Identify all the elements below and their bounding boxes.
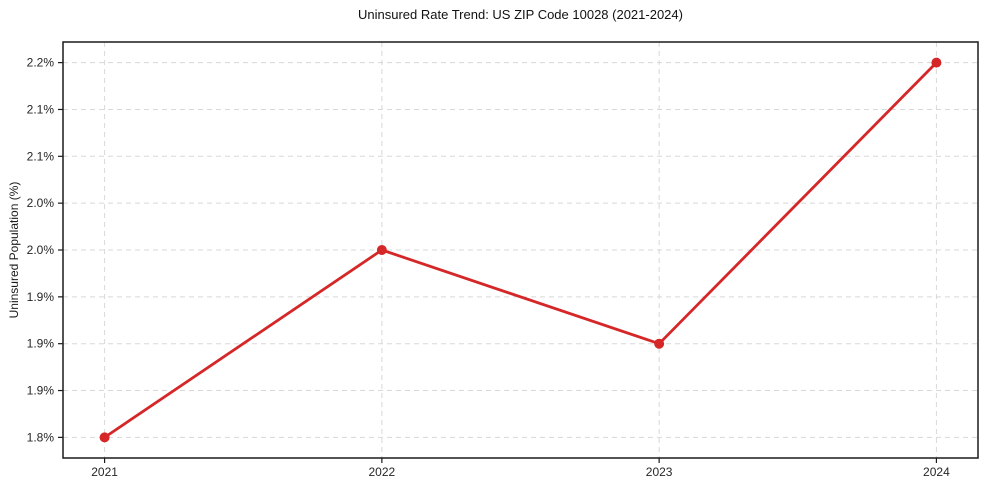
y-tick-label: 2.2% [27, 56, 55, 70]
y-tick-label: 2.0% [27, 196, 55, 210]
y-tick-label: 1.9% [27, 337, 55, 351]
plot-border [62, 41, 979, 459]
tick-marks [58, 62, 938, 463]
y-tick-label: 2.1% [27, 149, 55, 163]
y-tick-label: 2.0% [27, 243, 55, 257]
x-tick-label: 2024 [923, 465, 950, 479]
x-tick-label: 2022 [369, 465, 396, 479]
x-tick-label: 2021 [91, 465, 118, 479]
data-line [103, 61, 938, 439]
y-tick-label: 2.1% [27, 102, 55, 116]
chart-title: Uninsured Rate Trend: US ZIP Code 10028 … [358, 7, 683, 22]
y-tick-label: 1.9% [27, 384, 55, 398]
tick-labels: 2.2% 2.1% 2.1% 2.0% 2.0% 1.9% 1.9% 1.9% 1.8% 2021… [27, 56, 950, 479]
y-tick-label: 1.9% [27, 290, 55, 304]
x-tick-label: 2023 [646, 465, 673, 479]
data-point-marker [654, 338, 665, 349]
y-axis-label: Uninsured Population (%) [7, 181, 21, 319]
data-point-marker [376, 245, 387, 255]
data-point-marker [99, 432, 110, 443]
y-tick-label: 1.8% [27, 430, 55, 444]
data-point-marker [931, 57, 942, 68]
gridlines [63, 42, 978, 458]
